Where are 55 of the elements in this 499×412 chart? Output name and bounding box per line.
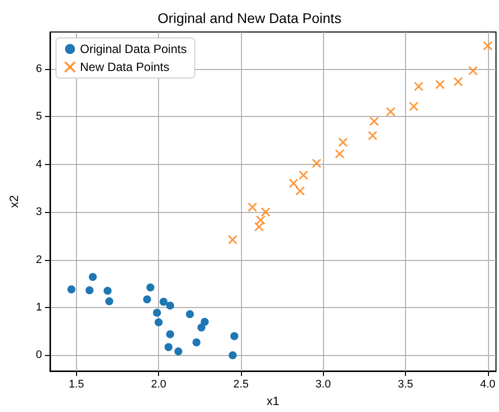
- point: [312, 158, 322, 168]
- point: [260, 207, 270, 217]
- point: [164, 343, 172, 352]
- point: [298, 170, 308, 180]
- point: [230, 332, 238, 340]
- chart-title: Original and New Data Points: [158, 10, 342, 26]
- point: [160, 298, 168, 306]
- point: [174, 347, 182, 356]
- point: [414, 82, 424, 92]
- y-tick-label: 0: [36, 349, 42, 362]
- y-tick-label: 4: [36, 158, 42, 170]
- point: [88, 272, 97, 281]
- point: [288, 178, 298, 188]
- y-tick-label: 2: [36, 254, 42, 266]
- point: [186, 310, 194, 318]
- point: [154, 318, 163, 326]
- point: [338, 137, 348, 148]
- point: [86, 286, 94, 294]
- legend-label: New Data Points: [80, 60, 170, 74]
- x-tick-label: 4.0: [480, 378, 496, 390]
- x-tick-label: 2.5: [233, 378, 249, 390]
- point: [197, 324, 206, 332]
- point: [166, 302, 174, 310]
- point: [228, 351, 237, 360]
- point: [386, 106, 396, 117]
- point: [248, 202, 258, 212]
- point: [482, 41, 493, 51]
- legend-label: Original Data Points: [80, 42, 187, 56]
- y-tick-label: 1: [36, 301, 42, 314]
- point: [334, 148, 344, 159]
- point: [152, 308, 161, 317]
- point: [143, 295, 152, 304]
- point: [369, 116, 380, 126]
- x-tick-label: 2.0: [150, 378, 166, 390]
- y-tick-label: 6: [36, 62, 42, 75]
- y-tick-label: 5: [36, 110, 42, 123]
- y-axis-title: x2: [7, 194, 21, 208]
- point: [435, 80, 445, 90]
- y-tick-label: 3: [36, 206, 42, 218]
- x-axis-title: x1: [266, 394, 280, 408]
- x-tick-label: 3.5: [398, 378, 414, 390]
- point: [453, 76, 463, 86]
- point: [228, 234, 238, 244]
- point: [295, 186, 305, 196]
- point: [146, 283, 154, 292]
- x-tick-label: 1.5: [68, 378, 84, 390]
- point: [104, 286, 112, 295]
- point: [192, 338, 200, 346]
- point: [67, 285, 76, 294]
- x-tick-label: 3.0: [316, 378, 331, 390]
- point: [166, 330, 174, 338]
- point: [105, 297, 114, 306]
- point: [468, 66, 478, 76]
- point: [408, 102, 419, 112]
- point: [368, 130, 378, 140]
